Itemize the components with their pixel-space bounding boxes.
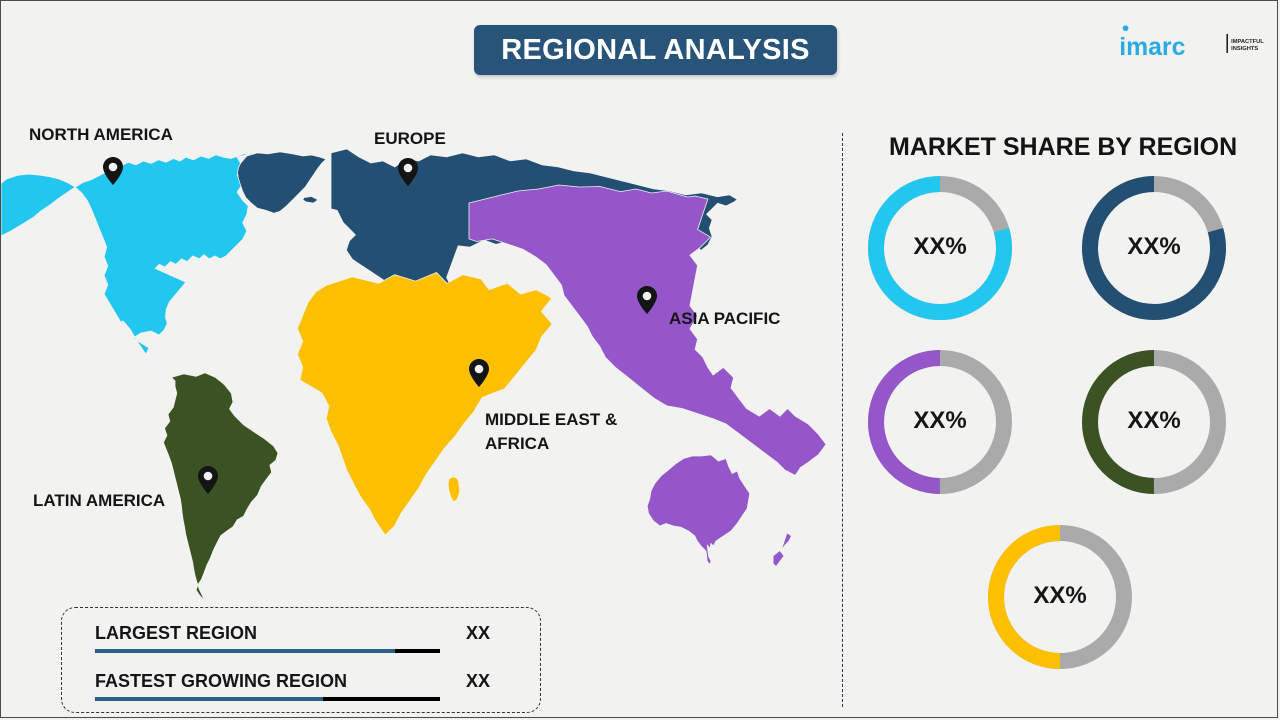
svg-text:INSIGHTS: INSIGHTS	[1231, 46, 1258, 52]
svg-text:imarc: imarc	[1119, 34, 1185, 60]
svg-text:IMPACTFUL: IMPACTFUL	[1231, 39, 1264, 45]
